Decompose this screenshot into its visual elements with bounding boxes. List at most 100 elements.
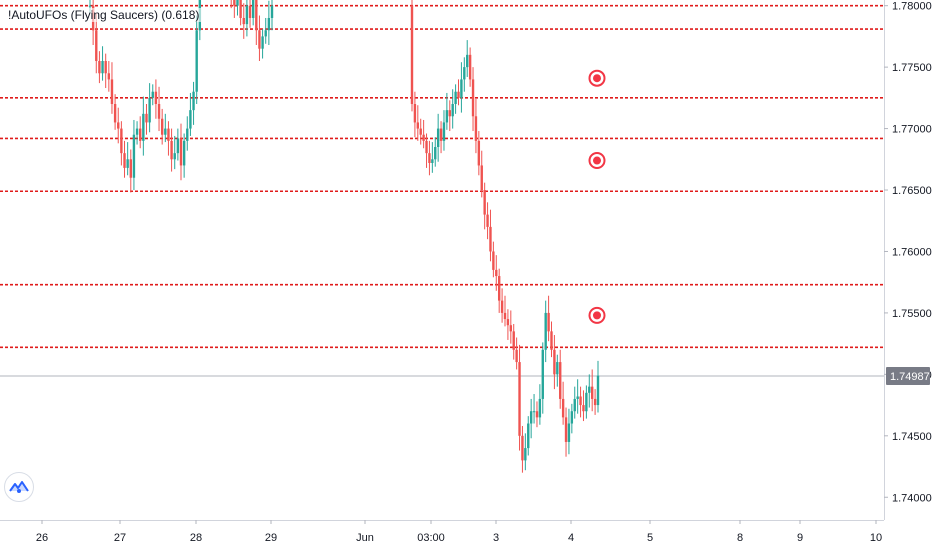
candle-body	[477, 140, 481, 166]
candle-body	[189, 110, 192, 129]
candle-body	[512, 331, 515, 350]
candle-body	[570, 411, 574, 424]
candle-body	[596, 375, 600, 406]
candle-body	[497, 276, 501, 301]
x-tick-label: 27	[114, 532, 126, 544]
candle-body	[550, 331, 553, 350]
last-price-label-bg	[886, 366, 930, 385]
candle-body	[123, 153, 126, 168]
candle-body	[422, 134, 425, 141]
candle-body	[431, 159, 434, 163]
price-axis-panel	[884, 0, 932, 550]
candle-body	[567, 423, 571, 442]
candle-body	[176, 138, 180, 154]
candle-body	[559, 362, 562, 399]
candle-body	[245, 5, 249, 25]
tradingview-logo-icon[interactable]	[4, 472, 34, 502]
candle-body	[588, 386, 591, 393]
candle-body	[179, 138, 183, 166]
candle-body	[503, 312, 507, 320]
y-tick-label: 1.75500	[892, 308, 932, 320]
candle-body	[532, 411, 536, 413]
candle-body	[529, 411, 533, 424]
candle-body	[463, 67, 466, 80]
y-tick-label: 1.77000	[892, 124, 932, 136]
candle-body	[556, 362, 559, 375]
candle-body	[460, 79, 463, 98]
y-tick-label: 1.74500	[892, 431, 932, 443]
candle-body	[182, 140, 186, 166]
candle-body	[139, 128, 142, 141]
y-tick-label: 1.76000	[892, 246, 932, 258]
x-tick-label: 9	[797, 532, 803, 544]
candle-body	[576, 396, 579, 399]
candle-body	[242, 17, 245, 25]
candle-body	[126, 159, 129, 168]
candle-body	[547, 312, 550, 332]
candle-body	[425, 140, 428, 154]
candle-body	[173, 153, 176, 160]
candle-body	[564, 417, 568, 442]
candle-body	[154, 91, 158, 104]
candle-body	[535, 411, 539, 418]
candle-body	[419, 128, 422, 135]
candle-body	[544, 312, 547, 350]
candle-body	[195, 30, 198, 92]
candle-body	[233, 0, 236, 6]
candle-body	[132, 134, 136, 178]
candle-body	[170, 140, 173, 160]
x-tick-label: 3	[493, 532, 499, 544]
candle-body	[590, 386, 594, 399]
candle-body	[160, 118, 164, 135]
candle-body	[88, 5, 92, 7]
candle-body	[434, 147, 437, 160]
candle-body	[117, 122, 120, 129]
candle-body	[270, 5, 274, 18]
target-ring-center	[593, 156, 601, 165]
x-tick-label: 4	[568, 532, 574, 544]
candle-body	[454, 91, 457, 104]
candle-body	[264, 30, 267, 37]
candle-body	[480, 165, 483, 191]
candle-body	[192, 91, 195, 111]
candle-body	[261, 36, 264, 49]
candle-body	[506, 319, 510, 326]
candle-body	[538, 398, 542, 418]
target-ring-center	[593, 311, 601, 320]
x-tick-label: 03:00	[417, 532, 445, 544]
candle-body	[120, 128, 123, 154]
y-tick-label: 1.76500	[892, 185, 932, 197]
x-tick-label: 10	[870, 532, 882, 544]
x-tick-label: 5	[647, 532, 653, 544]
tradingview-logo-icon-glyph	[9, 481, 29, 493]
candle-body	[582, 405, 585, 412]
candle-body	[466, 54, 469, 68]
target-ring-center	[593, 74, 601, 83]
candle-body	[113, 104, 117, 123]
candle-body	[486, 214, 489, 227]
candle-body	[255, 0, 258, 31]
candle-body	[110, 79, 114, 104]
candle-body	[509, 325, 513, 332]
x-tick-label: 28	[190, 532, 202, 544]
candle-body	[186, 128, 189, 141]
x-tick-label: 29	[265, 532, 277, 544]
candle-body	[145, 113, 148, 123]
candle-body	[148, 97, 151, 123]
candle-body	[151, 91, 154, 98]
candle-body	[492, 251, 495, 270]
indicator-title[interactable]: !AutoUFOs (Flying Saucers) (0.618)	[6, 8, 202, 22]
candle-body	[442, 122, 446, 141]
candle-body	[527, 423, 530, 449]
candle-body	[95, 30, 98, 61]
last-price-label: 1.74987	[890, 371, 930, 383]
candle-body	[413, 104, 417, 123]
candle-body	[521, 435, 524, 461]
candle-body	[157, 104, 161, 119]
candle-body	[416, 122, 420, 129]
candle-body	[107, 73, 111, 80]
candle-body	[445, 110, 449, 123]
x-tick-label: Jun	[356, 532, 374, 544]
candle-body	[489, 226, 492, 252]
